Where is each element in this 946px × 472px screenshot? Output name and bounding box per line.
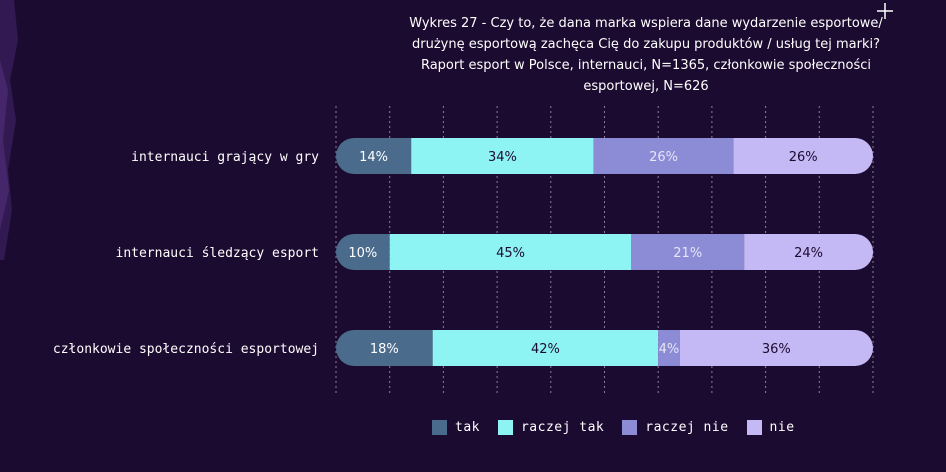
bar-segment	[432, 330, 659, 366]
bar-segment	[336, 330, 433, 366]
data-label: 10%	[348, 246, 377, 261]
data-label: 34%	[488, 150, 517, 165]
legend-label: nie	[769, 420, 795, 435]
bar-segment	[744, 234, 873, 270]
bar-row	[336, 138, 873, 174]
legend-label: raczej nie	[645, 420, 729, 435]
data-label: 18%	[370, 342, 399, 357]
legend-label: tak	[455, 420, 480, 435]
chart-title-line: esportowej, N=626	[583, 79, 709, 94]
data-label: 45%	[496, 246, 525, 261]
chart-title-line: Raport esport w Polsce, internauci, N=13…	[420, 58, 872, 73]
bar-segment	[336, 234, 390, 270]
data-label: 26%	[789, 150, 818, 165]
chart-title-line: drużynę esportową zachęca Cię do zakupu …	[412, 37, 880, 52]
category-label: internauci grający w gry	[131, 150, 319, 165]
legend-item-raczej-nie: raczej nie	[622, 420, 728, 435]
category-label: internauci śledzący esport	[116, 246, 320, 261]
legend: tak raczej tak raczej nie nie	[432, 420, 813, 435]
bar-segment	[631, 234, 745, 270]
bar-segment	[593, 138, 734, 174]
data-label: 14%	[359, 150, 388, 165]
data-label: 21%	[673, 246, 702, 261]
chart-title-line: Wykres 27 - Czy to, że dana marka wspier…	[409, 16, 883, 31]
bar-segment	[679, 330, 873, 366]
legend-item-tak: tak	[432, 420, 480, 435]
plus-icon	[877, 3, 893, 19]
legend-swatch	[432, 420, 447, 435]
bar-segment	[733, 138, 873, 174]
bar-segment	[336, 138, 412, 174]
bar-segment	[389, 234, 632, 270]
data-label: 4%	[659, 342, 680, 357]
data-label: 36%	[762, 342, 791, 357]
bar-row	[336, 234, 873, 270]
data-label: 26%	[649, 150, 678, 165]
category-label: członkowie społeczności esportowej	[53, 342, 319, 357]
corner-decoration	[0, 0, 18, 260]
data-label: 42%	[531, 342, 560, 357]
legend-item-nie: nie	[746, 420, 795, 435]
legend-swatch	[746, 420, 762, 435]
bar-segment	[658, 330, 680, 366]
legend-swatch	[497, 420, 513, 435]
bar-segment	[411, 138, 594, 174]
legend-label: raczej tak	[520, 420, 605, 435]
data-label: 24%	[794, 246, 823, 261]
bar-row	[336, 330, 873, 366]
legend-item-raczej-tak: raczej tak	[497, 420, 605, 435]
legend-swatch	[622, 420, 638, 435]
